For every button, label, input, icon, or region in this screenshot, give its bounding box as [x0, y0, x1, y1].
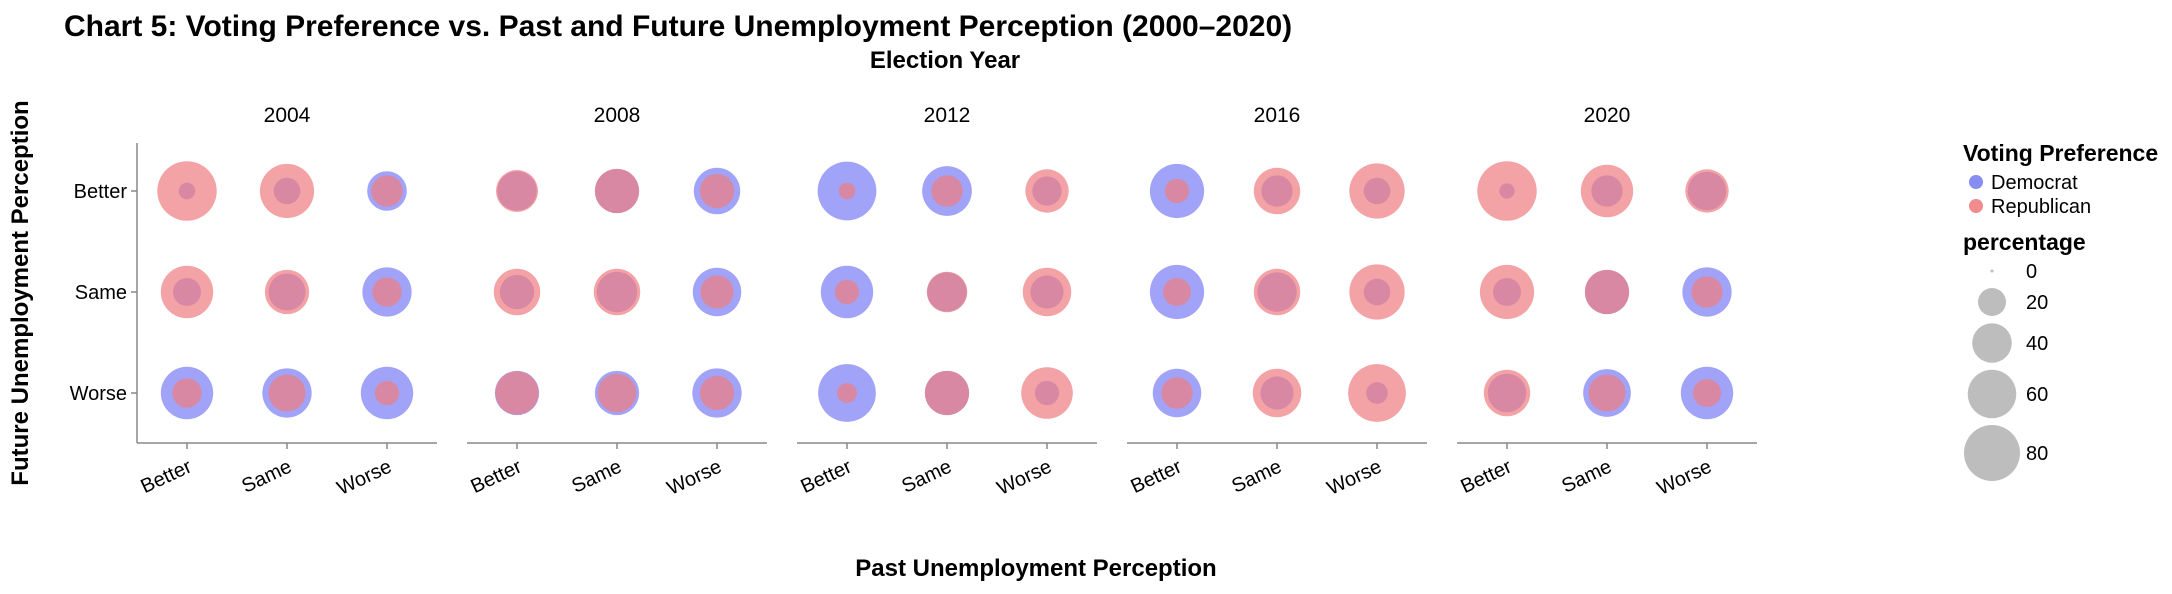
facet-label: 2004 — [264, 104, 311, 127]
bubble-republican-2004-same-worse: Republican 2004: 35 — [268, 374, 306, 412]
facet-label: 2012 — [924, 104, 971, 127]
size-legend-circle-40 — [1972, 323, 2012, 363]
size-legend-title: percentage — [1963, 229, 2086, 255]
legend-label-democrat: Democrat — [1991, 172, 2078, 194]
bubble-republican-2016-same-worse: Republican 2016: 60 — [1252, 368, 1302, 418]
bubble-republican-2008-worse-better: Republican 2008: 30 — [699, 173, 735, 209]
bubble-republican-2004-worse-same: Republican 2004: 22 — [372, 277, 402, 307]
x-tick-label: Same — [568, 456, 625, 498]
bubble-republican-2016-worse-same: Republican 2016: 78 — [1349, 264, 1405, 320]
size-legend-label: 80 — [2026, 443, 2048, 465]
x-tick-label: Same — [238, 456, 295, 498]
bubble-republican-2020-better-better: Republican 2020: 90 — [1477, 161, 1537, 221]
bubble-republican-2016-better-worse: Republican 2016: 25 — [1161, 377, 1193, 409]
bubble-republican-2008-same-better: Republican 2008: 50 — [594, 168, 640, 214]
size-legend-circle-80 — [1964, 425, 2020, 481]
x-tick-label: Worse — [1654, 456, 1715, 500]
bubble-republican-2020-same-same: Republican 2020: 50 — [1584, 269, 1630, 315]
facet-label: 2016 — [1254, 104, 1301, 127]
x-tick-label: Same — [1558, 456, 1615, 498]
bubble-republican-2004-better-worse: Republican 2004: 22 — [172, 378, 202, 408]
size-legend-circle-20 — [1978, 288, 2006, 316]
bubble-republican-2004-better-same: Republican 2004: 70 — [160, 265, 214, 319]
bubble-republican-2012-same-worse: Republican 2012: 50 — [924, 370, 970, 416]
x-tick-label: Worse — [664, 456, 725, 500]
facet-label: 2020 — [1584, 104, 1631, 127]
legend-swatch-republican — [1969, 199, 1983, 213]
bubble-republican-2020-better-worse: Republican 2020: 55 — [1483, 369, 1531, 417]
y-tick-label: Better — [74, 181, 128, 203]
bubble-republican-2016-same-better: Republican 2016: 55 — [1253, 167, 1301, 215]
bubble-republican-2008-worse-worse: Republican 2008: 30 — [699, 375, 735, 411]
y-tick-label: Same — [75, 282, 127, 304]
bubble-republican-2008-better-worse: Republican 2008: 48 — [495, 371, 539, 415]
size-legend-label: 40 — [2026, 333, 2048, 355]
x-tick-label: Worse — [1324, 456, 1385, 500]
bubble-republican-2004-same-same: Republican 2004: 50 — [264, 269, 310, 315]
y-axis-title: Future Unemployment Perception — [7, 100, 34, 485]
bubble-republican-2020-better-same: Republican 2020: 75 — [1479, 264, 1535, 320]
bubble-republican-2016-worse-worse: Republican 2016: 85 — [1348, 364, 1406, 422]
bubble-republican-2008-better-same: Republican 2008: 55 — [493, 268, 541, 316]
x-axis-title: Past Unemployment Perception — [855, 555, 1216, 582]
bubble-republican-2020-same-better: Republican 2020: 70 — [1580, 164, 1634, 218]
x-tick-label: Worse — [334, 456, 395, 500]
legend-swatch-democrat — [1969, 175, 1983, 189]
facet-label: 2008 — [594, 104, 641, 127]
x-tick-label: Same — [898, 456, 955, 498]
bubble-republican-2020-same-worse: Republican 2020: 35 — [1588, 374, 1626, 412]
bubble-republican-2020-worse-same: Republican 2020: 25 — [1691, 276, 1723, 308]
legend-label-republican: Republican — [1991, 196, 2091, 218]
bubble-republican-2008-worse-same: Republican 2008: 28 — [700, 275, 734, 309]
column-title: Election Year — [870, 47, 1020, 74]
x-tick-label: Better — [467, 455, 525, 498]
bubble-republican-2012-same-better: Republican 2012: 25 — [931, 175, 963, 207]
bubble-republican-2020-worse-worse: Republican 2020: 20 — [1693, 379, 1721, 407]
bubble-republican-2012-better-worse: Republican 2012: 10 — [837, 383, 857, 403]
size-legend-label: 0 — [2026, 261, 2037, 283]
size-legend-circle-0 — [1990, 269, 1994, 273]
x-tick-label: Better — [137, 455, 195, 498]
bubble-republican-2008-same-same: Republican 2008: 55 — [593, 268, 641, 316]
bubble-republican-2012-better-same: Republican 2012: 15 — [834, 279, 860, 305]
y-tick-label: Worse — [70, 383, 127, 405]
x-tick-label: Better — [1457, 455, 1515, 498]
bubble-republican-2004-worse-worse: Republican 2004: 15 — [374, 380, 400, 406]
bubble-republican-2016-same-same: Republican 2016: 55 — [1253, 268, 1301, 316]
x-tick-label: Better — [1127, 455, 1185, 498]
bubble-republican-2004-better-better: Republican 2004: 90 — [157, 161, 217, 221]
size-legend-circle-60 — [1967, 369, 2017, 419]
bubble-republican-2012-better-better: Republican 2012: 7 — [838, 182, 856, 200]
bubble-republican-2004-same-better: Republican 2004: 75 — [259, 163, 315, 219]
bubble-republican-2004-worse-better: Republican 2004: 25 — [371, 175, 403, 207]
bubble-republican-2016-worse-better: Republican 2016: 78 — [1349, 163, 1405, 219]
chart-title: Chart 5: Voting Preference vs. Past and … — [64, 10, 1292, 43]
size-legend: 0 20 40 60 80 — [1964, 261, 2048, 481]
bubble-republican-2008-same-worse: Republican 2008: 38 — [597, 373, 637, 413]
bubble-republican-2012-worse-worse: Republican 2012: 68 — [1021, 367, 1073, 419]
bubble-republican-2016-better-better: Republican 2016: 15 — [1164, 178, 1190, 204]
x-tick-label: Worse — [994, 456, 1055, 500]
bubble-republican-2012-same-same: Republican 2012: 42 — [926, 271, 968, 313]
bubble-republican-2008-better-better: Republican 2008: 45 — [496, 170, 538, 212]
bubble-republican-2016-better-same: Republican 2016: 20 — [1163, 278, 1191, 306]
x-tick-label: Same — [1228, 456, 1285, 498]
color-legend-title: Voting Preference — [1963, 140, 2158, 166]
x-tick-label: Better — [797, 455, 855, 498]
bubble-republican-2020-worse-better: Republican 2020: 48 — [1685, 169, 1729, 213]
size-legend-label: 60 — [2026, 384, 2048, 406]
bubble-republican-2012-worse-better: Republican 2012: 48 — [1025, 169, 1069, 213]
bubble-republican-2012-worse-same: Republican 2012: 60 — [1022, 267, 1072, 317]
size-legend-label: 20 — [2026, 292, 2048, 314]
